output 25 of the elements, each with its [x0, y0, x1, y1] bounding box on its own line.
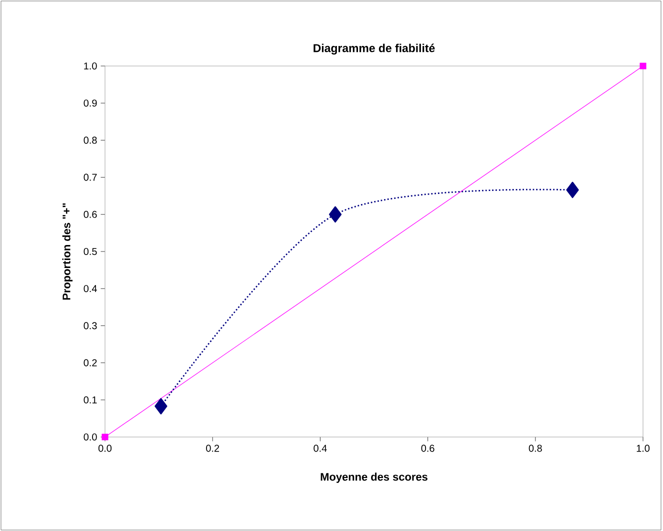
- x-tick-label: 0.8: [528, 444, 542, 452]
- y-tick-label: 0.3: [84, 322, 97, 330]
- x-tick-label: 0.2: [206, 444, 220, 452]
- x-tick-label: 0.0: [98, 444, 112, 452]
- point: [566, 182, 579, 198]
- x-tick-label: 1.0: [636, 444, 650, 452]
- y-tick-label: 0.8: [84, 136, 97, 144]
- y-tick-label: 0.9: [84, 100, 97, 107]
- point: [328, 206, 342, 223]
- x-axis-title: Moyenne des scores: [320, 472, 428, 483]
- y-tick-label: 0.7: [84, 174, 97, 181]
- y-tick-label: 0.4: [84, 285, 97, 292]
- point: [640, 62, 646, 70]
- y-tick-label: 0.0: [84, 433, 97, 441]
- point: [154, 398, 168, 414]
- x-tick-label: 0.4: [314, 444, 327, 452]
- y-tick-label: 0.1: [84, 396, 97, 404]
- y-tick-label: 0.5: [84, 248, 97, 256]
- point: [102, 434, 108, 440]
- x-tick-label: 0.6: [421, 444, 434, 452]
- y-tick-label: 1.0: [84, 62, 97, 70]
- y-tick-label: 0.2: [84, 359, 97, 366]
- chart-title: Diagramme de fiabilité: [314, 44, 435, 54]
- y-axis-title: Proportion des "+": [62, 203, 73, 300]
- y-tick-label: 0.6: [84, 210, 97, 218]
